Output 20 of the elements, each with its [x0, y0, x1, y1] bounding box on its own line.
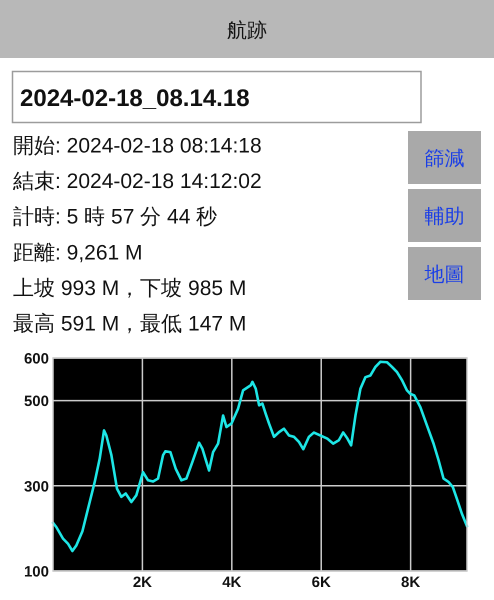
y-tick-label: 100 [24, 564, 49, 580]
x-tick-label: 4K [222, 574, 242, 591]
x-tick-label: 2K [132, 574, 152, 591]
y-tick-label: 600 [24, 350, 49, 368]
text: 輔助 [424, 206, 464, 228]
text: 最高 591 M，最低 147 M [13, 312, 246, 336]
x-tick-label: 6K [312, 574, 331, 591]
chart-title: 航跡 [227, 20, 267, 42]
text: 篩減 [424, 148, 464, 170]
text: 上坡 993 M，下坡 985 M [13, 276, 246, 300]
y-tick-label: 300 [24, 478, 49, 496]
text: 計時: 5 時 57 分 44 秒 [13, 206, 218, 229]
chart-subtitle: 2024-02-18_08.14.18 [20, 85, 250, 112]
text: 開始: 2024-02-18 08:14:18 [13, 134, 262, 158]
line-series [52, 360, 468, 552]
text: 距離: 9,261 M [13, 241, 143, 264]
text: 結束: 2024-02-18 14:12:02 [12, 170, 262, 194]
x-tick-label: 8K [401, 574, 420, 591]
text: 地圖 [424, 264, 464, 286]
y-tick-label: 500 [24, 393, 49, 410]
